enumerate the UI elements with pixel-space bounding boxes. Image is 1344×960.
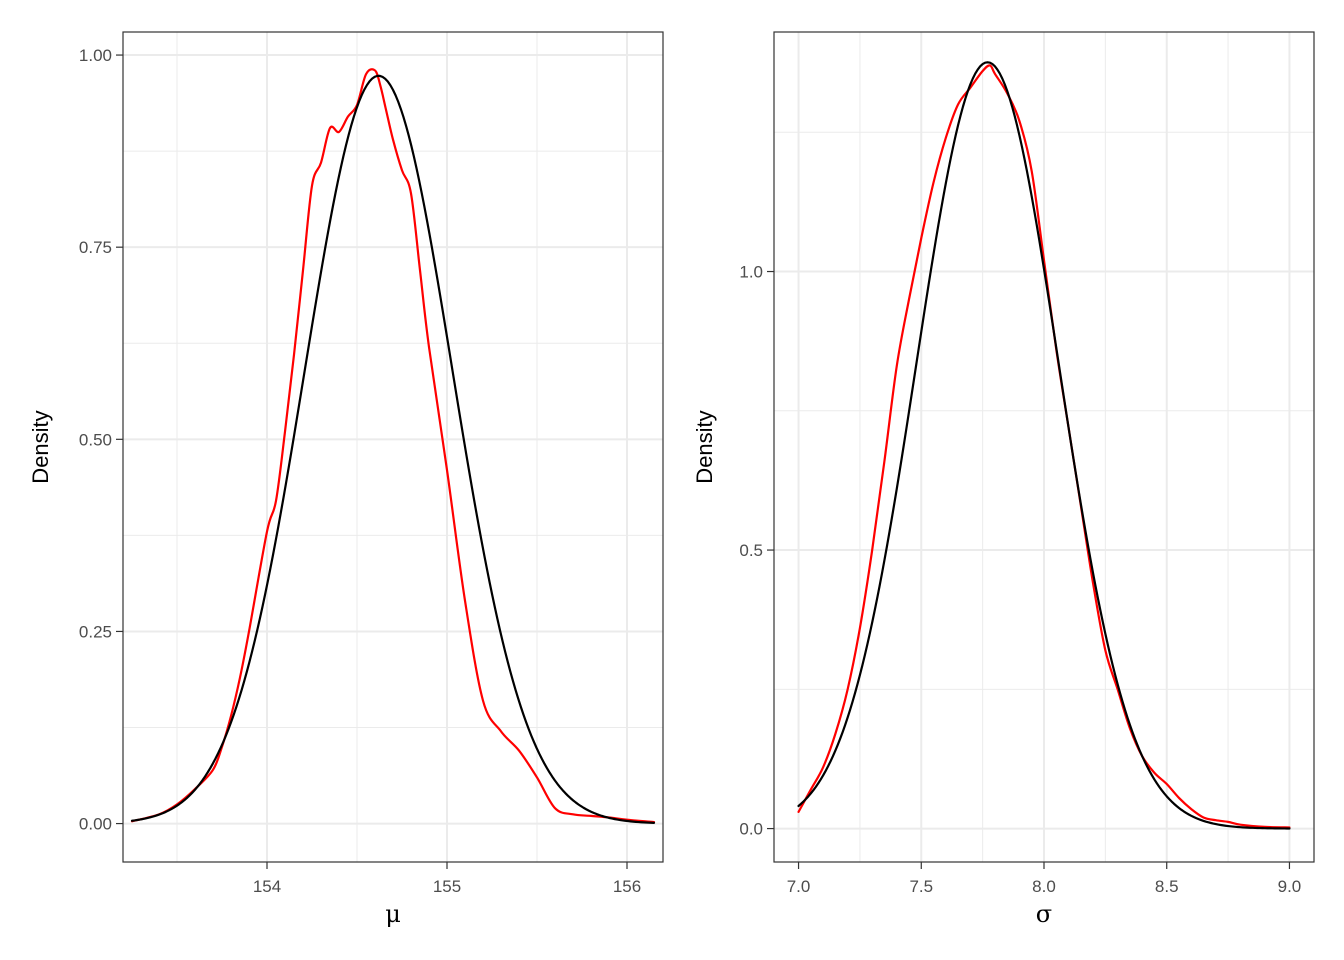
density-plot-mu: 154 155 156 0.00 0.25 0.50 0.75 1.00 μ Density — [28, 31, 664, 928]
x-tick-label: 154 — [253, 877, 281, 896]
x-tick-label: 7.0 — [787, 877, 811, 896]
y-tick-label: 0.00 — [79, 815, 112, 834]
x-tick-label: 156 — [613, 877, 641, 896]
empirical-density-curve — [797, 64, 1291, 829]
y-tick-label: 1.00 — [79, 46, 112, 65]
normal-density-curve — [797, 61, 1291, 830]
y-tick-label: 0.50 — [79, 430, 112, 449]
y-tick-label: 0.5 — [739, 541, 763, 560]
x-axis-title: σ — [1036, 900, 1052, 928]
y-tick-label: 0.75 — [79, 238, 112, 257]
x-tick-label: 7.5 — [909, 877, 933, 896]
x-tick-label: 8.0 — [1032, 877, 1056, 896]
y-tick-label: 0.0 — [739, 820, 763, 839]
y-tick-label: 1.0 — [739, 263, 763, 282]
y-tick-label: 0.25 — [79, 622, 112, 641]
y-axis-title: Density — [692, 410, 717, 483]
y-axis-title: Density — [28, 410, 53, 483]
x-tick-label: 9.0 — [1278, 877, 1302, 896]
x-tick-label: 8.5 — [1155, 877, 1179, 896]
empirical-density-curve — [130, 68, 656, 824]
density-plot-sigma: 7.0 7.5 8.0 8.5 9.0 0.0 0.5 1.0 σ Density — [692, 31, 1315, 928]
x-tick-label: 155 — [433, 877, 461, 896]
x-axis-title: μ — [385, 900, 401, 928]
panel-border — [122, 31, 664, 863]
normal-density-curve — [130, 74, 656, 824]
